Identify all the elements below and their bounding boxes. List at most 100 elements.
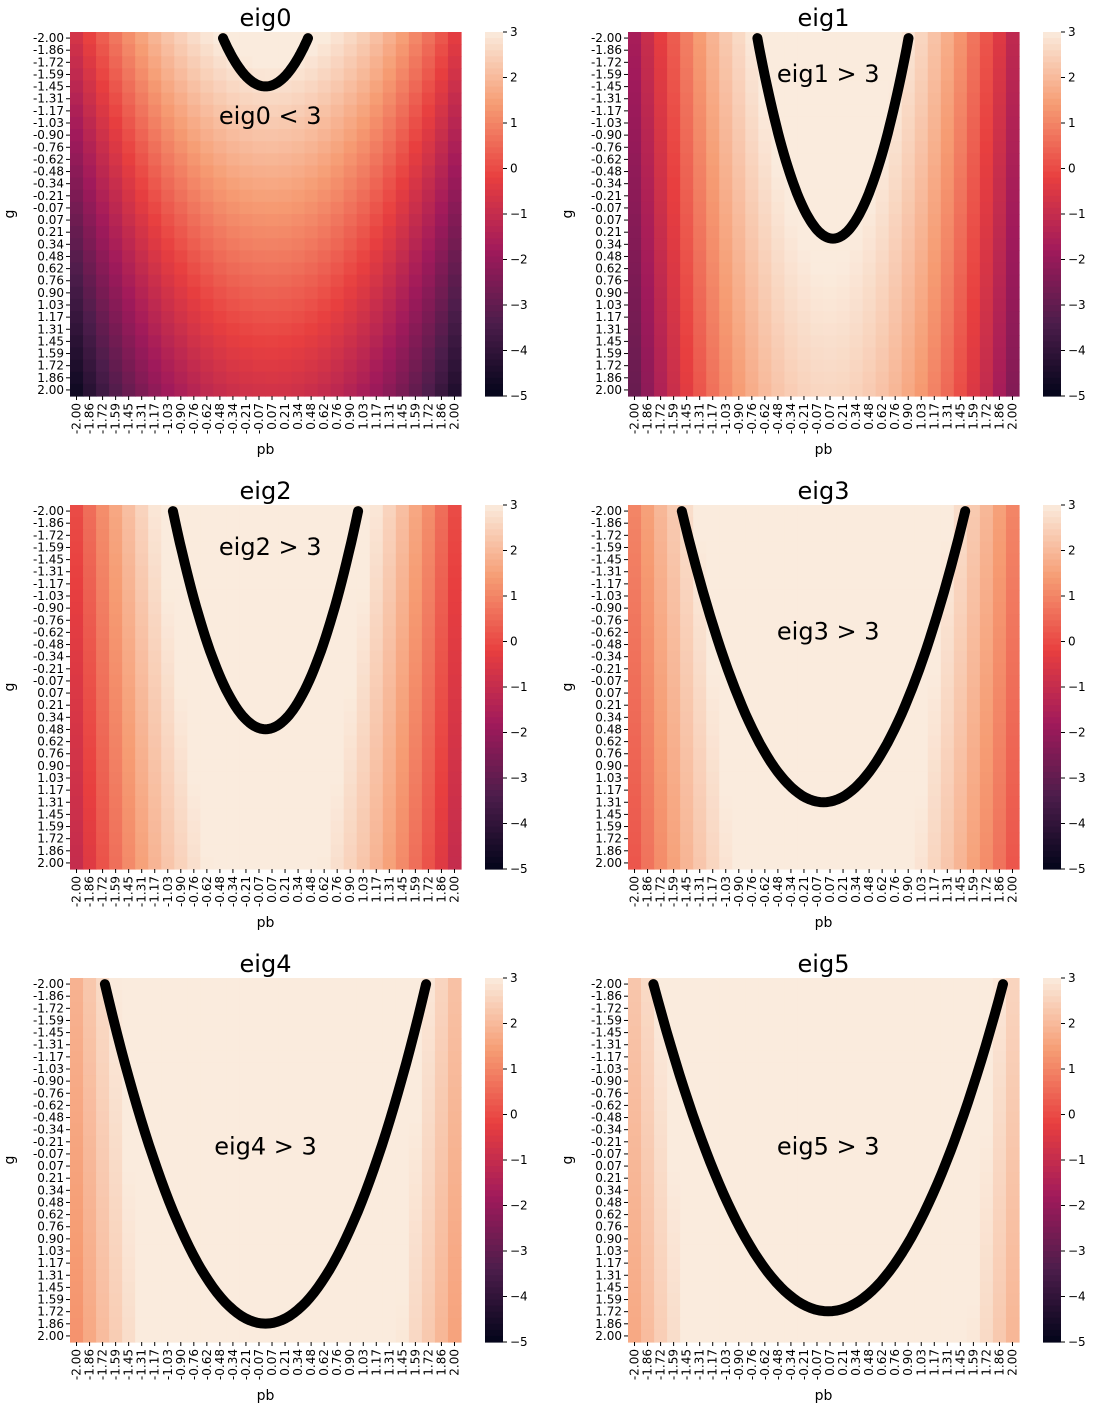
heatmap-cell xyxy=(122,311,136,324)
x-tick-label: 2.00 xyxy=(447,876,461,903)
heatmap-cell xyxy=(823,662,838,676)
heatmap-cell xyxy=(667,711,681,724)
colorbar-segment xyxy=(1043,632,1061,640)
heatmap-cell xyxy=(849,129,864,142)
heatmap-cell xyxy=(953,347,968,361)
colorbar-segment xyxy=(1043,517,1061,524)
heatmap-cell xyxy=(161,335,175,349)
colorbar-segment xyxy=(485,44,503,51)
heatmap-cell xyxy=(408,56,423,69)
heatmap-cell xyxy=(940,784,955,797)
heatmap-cell xyxy=(148,56,162,69)
y-tick-label: 0.76 xyxy=(37,274,64,288)
heatmap-cell xyxy=(758,808,772,822)
heatmap-cell xyxy=(628,832,642,846)
heatmap-cell xyxy=(862,116,877,130)
heatmap-cell xyxy=(96,323,110,336)
heatmap-cell xyxy=(784,262,799,276)
heatmap-cell xyxy=(628,347,642,361)
heatmap-cell xyxy=(693,238,707,251)
x-tick-label: 1.45 xyxy=(395,403,409,430)
heatmap-cell xyxy=(343,589,358,603)
heatmap-cell xyxy=(680,104,694,118)
colorbar-segment xyxy=(485,207,503,215)
heatmap-cell xyxy=(356,856,371,870)
heatmap-cell xyxy=(122,638,136,652)
heatmap-cell xyxy=(330,711,345,724)
heatmap-cell xyxy=(148,699,162,712)
heatmap-cell xyxy=(304,1196,319,1210)
heatmap-cell xyxy=(979,759,994,773)
heatmap-cell xyxy=(784,759,799,773)
heatmap-cell xyxy=(408,68,423,82)
heatmap-cell xyxy=(148,674,162,688)
heatmap-cell xyxy=(421,577,436,591)
y-tick-label: 0.76 xyxy=(595,747,622,761)
heatmap-cell xyxy=(966,201,981,215)
heatmap-cell xyxy=(797,505,812,518)
heatmap-cell xyxy=(693,68,707,82)
heatmap-cell xyxy=(862,796,877,809)
heatmap-cell xyxy=(927,250,942,264)
heatmap-cell xyxy=(382,177,397,191)
colorbar-tick-label: 2 xyxy=(510,544,518,558)
heatmap-cell xyxy=(174,650,188,664)
heatmap-cell xyxy=(330,674,345,688)
y-tick-label: -0.48 xyxy=(591,638,622,652)
heatmap-cell xyxy=(187,856,201,870)
heatmap-cell xyxy=(278,990,293,1003)
heatmap-cell xyxy=(797,298,812,312)
heatmap-cell xyxy=(174,359,188,373)
heatmap-cell xyxy=(356,553,371,567)
heatmap-cell xyxy=(161,274,175,288)
heatmap-cell xyxy=(849,286,864,300)
heatmap-cell xyxy=(719,214,733,227)
colorbar-segment xyxy=(485,226,503,233)
heatmap-cell xyxy=(745,614,759,627)
heatmap-cell xyxy=(927,784,942,797)
heatmap-cell xyxy=(135,165,149,179)
heatmap-cell xyxy=(148,250,162,264)
heatmap-cell xyxy=(434,723,449,737)
heatmap-cell xyxy=(135,201,149,215)
heatmap-cell xyxy=(797,238,812,251)
heatmap-cell xyxy=(395,250,410,264)
heatmap-cell xyxy=(382,359,397,373)
heatmap-cell xyxy=(706,80,720,94)
heatmap-cell xyxy=(1005,238,1020,251)
heatmap-cell xyxy=(1005,699,1020,712)
heatmap-cell xyxy=(862,141,877,154)
heatmap-cell xyxy=(148,1123,162,1137)
heatmap-cell xyxy=(680,626,694,640)
heatmap-cell xyxy=(369,311,384,324)
heatmap-cell xyxy=(628,662,642,676)
heatmap-cell xyxy=(252,311,267,324)
heatmap-cell xyxy=(135,1184,149,1197)
heatmap-cell xyxy=(1005,165,1020,179)
heatmap-cell xyxy=(667,92,681,106)
heatmap-cell xyxy=(226,141,241,154)
heatmap-cell xyxy=(771,68,785,82)
heatmap-cell xyxy=(174,626,188,640)
heatmap-cell xyxy=(888,165,903,179)
heatmap-cell xyxy=(343,978,358,991)
heatmap-cell xyxy=(265,1160,280,1173)
heatmap-cell xyxy=(226,844,241,858)
colorbar-segment xyxy=(1043,759,1061,767)
heatmap-cell xyxy=(680,311,694,324)
x-tick-label: -0.48 xyxy=(213,876,227,907)
heatmap-cell xyxy=(862,517,877,530)
heatmap-cell xyxy=(979,529,994,542)
heatmap-cell xyxy=(797,565,812,579)
heatmap-cell xyxy=(953,747,968,761)
heatmap-cell xyxy=(421,771,436,785)
heatmap-cell xyxy=(421,674,436,688)
heatmap-cell xyxy=(70,820,84,834)
heatmap-cell xyxy=(953,335,968,349)
heatmap-cell xyxy=(966,711,981,724)
heatmap-cell xyxy=(797,747,812,761)
colorbar-segment xyxy=(1043,747,1061,755)
heatmap-cell xyxy=(200,359,214,373)
heatmap-cell xyxy=(953,323,968,336)
heatmap-cell xyxy=(927,699,942,712)
